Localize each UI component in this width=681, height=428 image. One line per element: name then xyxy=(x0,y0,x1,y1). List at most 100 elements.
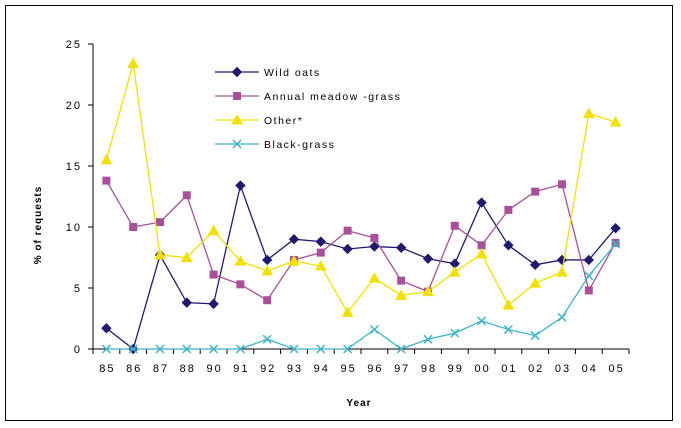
x-tick-label: 91 xyxy=(233,363,249,375)
data-point-annual-meadow-grass xyxy=(504,205,513,214)
data-point-other xyxy=(314,260,327,271)
data-point-black-grass xyxy=(289,344,299,354)
data-point-wild-oats xyxy=(610,223,621,234)
data-point-black-grass xyxy=(611,239,621,249)
data-point-black-grass xyxy=(584,271,594,281)
series-wild-oats xyxy=(101,180,621,355)
data-point-other xyxy=(234,255,247,266)
x-tick-label: 98 xyxy=(421,363,437,375)
x-tick-label: 05 xyxy=(608,363,624,375)
x-tick-label: 04 xyxy=(582,363,598,375)
x-tick-label: 97 xyxy=(394,363,410,375)
data-point-annual-meadow-grass xyxy=(343,226,352,235)
y-axis-label: % of requests xyxy=(33,186,44,265)
data-point-annual-meadow-grass xyxy=(584,286,593,295)
data-point-other xyxy=(448,266,461,277)
data-point-wild-oats xyxy=(288,233,300,245)
x-tick-label: 99 xyxy=(448,363,464,375)
data-point-annual-meadow-grass xyxy=(209,270,218,279)
data-point-black-grass xyxy=(182,344,192,354)
series-line-black-grass xyxy=(106,243,617,350)
legend-item-annual-meadow-grass: Annual meadow -grass xyxy=(215,91,401,103)
data-point-wild-oats xyxy=(342,243,353,255)
y-tick-label: 25 xyxy=(66,39,82,51)
data-point-other xyxy=(422,285,434,297)
legend-label: Wild oats xyxy=(264,67,321,79)
data-point-other xyxy=(556,266,568,277)
x-tick-label: 88 xyxy=(180,363,196,375)
data-point-wild-oats xyxy=(529,259,541,271)
data-point-black-grass xyxy=(477,316,487,326)
y-tick-label: 0 xyxy=(74,344,82,356)
data-point-other xyxy=(180,251,193,262)
data-point-wild-oats xyxy=(395,242,407,253)
series-other xyxy=(100,57,622,317)
legend-label: Annual meadow -grass xyxy=(264,91,401,103)
x-tick-label: 01 xyxy=(501,363,517,375)
data-point-annual-meadow-grass xyxy=(611,238,620,247)
data-point-black-grass xyxy=(423,334,433,344)
data-point-other xyxy=(529,277,542,288)
data-point-black-grass xyxy=(316,344,326,354)
data-point-wild-oats xyxy=(583,254,595,266)
data-point-annual-meadow-grass xyxy=(182,191,191,200)
x-tick-label: 87 xyxy=(153,363,169,375)
data-point-annual-meadow-grass xyxy=(102,176,111,185)
x-tick-label: 94 xyxy=(314,363,330,375)
x-tick-label: 85 xyxy=(99,363,115,375)
data-point-annual-meadow-grass xyxy=(236,280,245,289)
legend-marker-icon xyxy=(231,113,243,125)
data-point-annual-meadow-grass xyxy=(263,296,272,305)
x-tick-label: 86 xyxy=(126,363,142,375)
data-point-wild-oats xyxy=(208,298,219,310)
legend-item-other: Other* xyxy=(215,113,303,127)
data-point-wild-oats xyxy=(181,297,193,308)
data-point-annual-meadow-grass xyxy=(156,218,164,227)
data-point-other xyxy=(395,289,408,300)
data-point-black-grass xyxy=(343,344,353,354)
data-point-other xyxy=(261,264,274,276)
data-point-black-grass xyxy=(235,344,245,354)
data-point-black-grass xyxy=(262,334,272,344)
legend-label: Other* xyxy=(264,115,303,127)
legend: Wild oats Annual meadow -grass Other* Black… xyxy=(215,66,401,151)
data-point-annual-meadow-grass xyxy=(370,233,379,242)
data-point-other xyxy=(341,306,354,317)
x-tick-label: 95 xyxy=(340,363,356,375)
data-point-other xyxy=(582,107,595,119)
legend-marker-icon xyxy=(233,92,241,100)
series-line-wild-oats xyxy=(106,183,617,351)
data-point-wild-oats xyxy=(476,197,487,208)
data-point-black-grass xyxy=(530,331,540,341)
data-point-black-grass xyxy=(369,324,379,335)
data-point-black-grass xyxy=(209,344,219,354)
y-tick-label: 20 xyxy=(66,100,82,112)
data-point-annual-meadow-grass xyxy=(558,180,566,189)
data-point-annual-meadow-grass xyxy=(129,223,138,231)
data-point-black-grass xyxy=(503,324,513,335)
data-point-annual-meadow-grass xyxy=(397,276,406,285)
series-black-grass xyxy=(101,239,621,354)
data-point-other xyxy=(100,153,113,165)
data-point-wild-oats xyxy=(261,254,273,266)
x-tick-label: 03 xyxy=(555,363,571,375)
x-tick-label: 90 xyxy=(206,363,222,375)
legend-item-wild-oats: Wild oats xyxy=(215,66,321,79)
data-point-wild-oats xyxy=(235,180,246,191)
data-point-wild-oats xyxy=(422,253,434,264)
data-point-black-grass xyxy=(101,344,111,354)
data-point-black-grass xyxy=(450,328,460,338)
data-point-wild-oats xyxy=(101,323,112,334)
series-annual-meadow-grass xyxy=(102,176,620,305)
x-tick-label: 02 xyxy=(528,363,544,375)
data-point-annual-meadow-grass xyxy=(450,221,459,230)
data-point-wild-oats xyxy=(369,241,380,252)
legend-label: Black-grass xyxy=(264,139,335,151)
series-layer xyxy=(100,57,622,355)
data-point-other xyxy=(502,299,515,310)
x-tick-label: 00 xyxy=(474,363,490,375)
data-point-black-grass xyxy=(557,312,567,322)
data-point-other xyxy=(288,255,300,266)
legend-item-black-grass: Black-grass xyxy=(215,139,335,151)
